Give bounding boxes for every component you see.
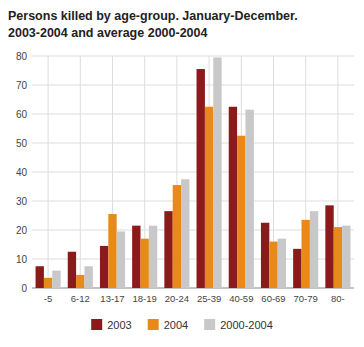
bar (310, 211, 318, 288)
legend-label: 2003 (107, 319, 131, 331)
y-tick-label: 80 (16, 51, 28, 62)
subtitle: 2003-2004 and average 2000-2004 (8, 26, 208, 40)
bar (132, 226, 140, 288)
bar (108, 214, 116, 288)
bar (100, 246, 108, 288)
bar (342, 226, 350, 288)
bar (302, 220, 310, 288)
bar (52, 271, 60, 288)
axes: 0 10 20 30 40 50 60 70 80 -5 6-12 13-17 18-19 20-24 25… (16, 51, 354, 305)
legend: 2003 2004 2000-2004 (91, 319, 273, 331)
y-tick-label: 40 (16, 167, 28, 178)
bar (44, 278, 52, 288)
bar (149, 226, 157, 288)
bar (237, 136, 245, 288)
bars (36, 57, 351, 288)
legend-swatch (148, 319, 159, 330)
y-tick-label: 0 (21, 283, 27, 294)
bar (141, 239, 149, 288)
bar (117, 231, 125, 288)
legend-swatch (204, 319, 215, 330)
bar (36, 266, 44, 288)
x-tick-label: 18-19 (133, 293, 157, 304)
bar (229, 107, 237, 288)
y-tick-label: 30 (16, 196, 28, 207)
x-tick-label: 13-17 (100, 293, 124, 304)
x-tick-label: 40-59 (229, 293, 253, 304)
chart-svg: Persons killed by age-group. January-Dec… (0, 0, 364, 347)
x-tick-label: -5 (44, 293, 52, 304)
bar (76, 275, 84, 288)
y-tick-label: 20 (16, 225, 28, 236)
x-tick-label: 80- (331, 293, 345, 304)
y-tick-label: 60 (16, 109, 28, 120)
bar (213, 57, 221, 288)
y-tick-label: 50 (16, 138, 28, 149)
bar (245, 110, 253, 288)
bar (325, 205, 333, 288)
bar (278, 239, 286, 288)
chart-container: Persons killed by age-group. January-Dec… (0, 0, 364, 347)
x-tick-label: 20-24 (165, 293, 189, 304)
y-tick-label: 10 (16, 254, 28, 265)
bar (269, 242, 277, 288)
bar (181, 179, 189, 288)
x-tick-label: 70-79 (294, 293, 318, 304)
bar (197, 69, 205, 288)
x-tick-label: 25-39 (197, 293, 221, 304)
legend-swatch (91, 319, 102, 330)
bar (84, 266, 92, 288)
legend-item: 2000-2004 (204, 319, 273, 331)
background (0, 0, 364, 347)
x-tick-label: 6-12 (71, 293, 90, 304)
grid (32, 56, 354, 288)
bar (293, 249, 301, 288)
bar (334, 227, 342, 288)
legend-label: 2004 (164, 319, 188, 331)
legend-label: 2000-2004 (220, 319, 273, 331)
y-tick-label: 70 (16, 80, 28, 91)
bar (261, 223, 269, 288)
x-grid-line (80, 56, 81, 288)
x-tick-label: 60-69 (261, 293, 285, 304)
bar (164, 211, 172, 288)
bar (173, 185, 181, 288)
legend-item: 2003 (91, 319, 131, 331)
legend-item: 2004 (148, 319, 188, 331)
bar (68, 252, 76, 288)
bar (205, 107, 213, 288)
title: Persons killed by age-group. January-Dec… (8, 9, 298, 23)
x-grid-line (48, 56, 49, 288)
